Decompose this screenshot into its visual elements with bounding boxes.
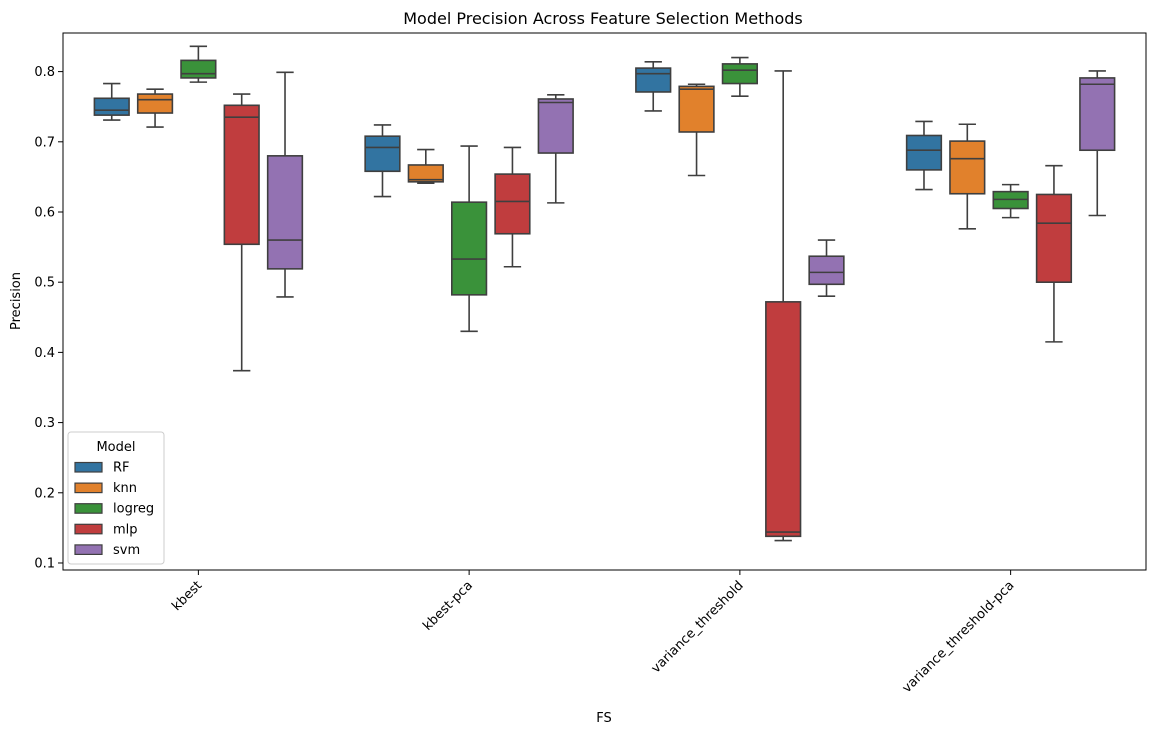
legend-label-mlp: mlp xyxy=(113,522,138,537)
y-tick-label: 0.1 xyxy=(34,556,55,571)
box-body xyxy=(93,97,130,116)
box-mlp-kbest-pca xyxy=(494,146,531,268)
box-body xyxy=(721,63,759,85)
box-body xyxy=(494,173,531,235)
box-RF-kbest-pca xyxy=(364,124,401,198)
legend-label-svm: svm xyxy=(113,543,140,558)
box-mlp-kbest xyxy=(223,93,260,372)
box-mlp-variance_threshold-pca xyxy=(1035,164,1073,343)
legend-title: Model xyxy=(96,440,135,455)
legend-swatch-mlp xyxy=(74,523,103,535)
box-RF-variance_threshold-pca xyxy=(905,120,943,191)
box-body xyxy=(678,85,715,133)
plot-frame xyxy=(62,32,1147,571)
y-tick-label: 0.3 xyxy=(34,416,55,431)
legend-label-logreg: logreg xyxy=(113,502,154,517)
box-svm-variance_threshold xyxy=(808,239,845,298)
box-body xyxy=(1035,193,1073,283)
y-tick-label: 0.6 xyxy=(34,206,55,221)
box-knn-variance_threshold xyxy=(678,83,715,177)
box-body xyxy=(364,135,401,173)
y-tick-label: 0.4 xyxy=(34,346,55,361)
y-tick-label: 0.8 xyxy=(34,65,55,80)
plot-area xyxy=(93,45,1116,542)
box-body xyxy=(905,134,943,171)
box-RF-kbest xyxy=(93,82,130,121)
legend-label-RF: RF xyxy=(113,461,130,476)
y-tick-label: 0.2 xyxy=(34,486,55,501)
box-body xyxy=(136,93,174,114)
legend: Model RF knn logreg mlp svm xyxy=(67,431,165,565)
legend-swatch-logreg xyxy=(74,503,103,514)
box-mlp-variance_threshold xyxy=(765,70,802,542)
legend-swatch-svm xyxy=(74,544,103,556)
y-axis: 0.1 0.2 0.3 0.4 0.5 0.6 0.7 0.8 xyxy=(34,65,63,571)
box-body xyxy=(949,140,986,195)
box-svm-kbest xyxy=(266,71,304,298)
box-body xyxy=(537,98,574,154)
box-logreg-variance_threshold-pca xyxy=(992,183,1029,219)
box-svm-kbest-pca xyxy=(537,93,574,204)
x-tick-label: kbest-pca xyxy=(420,578,476,634)
box-knn-kbest-pca xyxy=(407,148,444,185)
legend-label-knn: knn xyxy=(113,481,137,496)
box-svm-variance_threshold-pca xyxy=(1079,70,1116,217)
box-body xyxy=(808,255,845,286)
box-logreg-kbest-pca xyxy=(450,145,488,333)
x-axis-label: FS xyxy=(596,711,612,726)
box-body xyxy=(765,301,802,538)
x-tick-label: variance_threshold-pca xyxy=(900,578,1018,696)
y-tick-label: 0.7 xyxy=(34,135,55,150)
y-tick-label: 0.5 xyxy=(34,276,55,291)
legend-swatch-RF xyxy=(74,461,103,473)
box-body xyxy=(407,164,444,183)
box-knn-kbest xyxy=(136,88,174,128)
box-RF-variance_threshold xyxy=(635,60,672,112)
legend-swatch-knn xyxy=(74,482,103,494)
box-logreg-variance_threshold xyxy=(721,56,759,97)
x-tick-label: variance_threshold xyxy=(649,578,747,676)
box-body xyxy=(635,67,672,93)
chart-title: Model Precision Across Feature Selection… xyxy=(403,9,803,28)
x-tick-label: kbest xyxy=(169,578,205,614)
box-knn-variance_threshold-pca xyxy=(949,123,986,230)
box-body xyxy=(223,104,260,246)
box-body xyxy=(1079,77,1116,152)
box-body xyxy=(266,155,304,270)
box-body xyxy=(450,201,488,296)
y-axis-label: Precision xyxy=(9,272,24,330)
box-logreg-kbest xyxy=(180,45,217,83)
x-axis: kbest kbest-pca variance_threshold variance… xyxy=(169,570,1017,696)
box-body xyxy=(180,59,217,79)
